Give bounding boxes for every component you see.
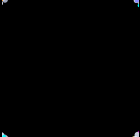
Point	[1, 0, 3, 1]
Point	[4, 136, 6, 137]
Point	[139, 1, 140, 3]
Point	[4, 0, 6, 1]
Point	[0, 134, 3, 137]
Point	[132, 136, 134, 137]
Point	[0, 132, 1, 135]
Point	[135, 0, 137, 2]
Point	[137, 134, 139, 136]
Point	[0, 0, 1, 2]
Point	[137, 0, 139, 1]
Point	[0, 2, 1, 4]
Point	[3, 135, 5, 137]
Point	[139, 131, 140, 133]
Point	[135, 0, 137, 2]
Point	[0, 134, 2, 136]
Point	[0, 2, 2, 4]
Point	[139, 4, 140, 6]
Point	[138, 4, 140, 7]
